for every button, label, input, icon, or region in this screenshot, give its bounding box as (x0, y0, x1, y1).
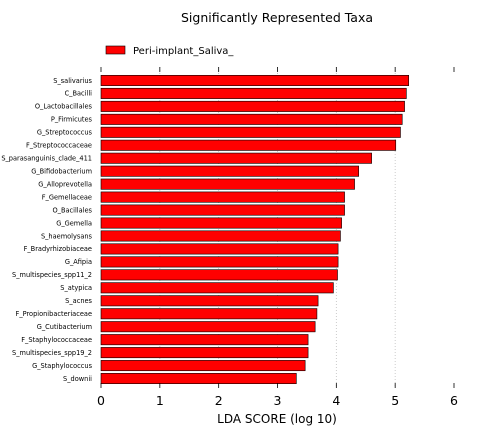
bar (100, 360, 306, 372)
bar (100, 334, 309, 346)
category-label: P_Firmicutes (51, 116, 93, 124)
category-label: S_downii (63, 375, 92, 383)
category-label: G_Bifidobacterium (31, 167, 92, 175)
bar (100, 178, 355, 190)
bar (100, 165, 359, 177)
bar (100, 126, 401, 138)
x-tick-label: 5 (391, 393, 399, 408)
bar (100, 243, 339, 255)
x-tick-label: 6 (450, 393, 458, 408)
bar (100, 373, 297, 385)
category-label: G_Afipia (65, 258, 92, 266)
category-label: G_Alloprevotella (38, 180, 92, 188)
chart-title: Significantly Represented Taxa (181, 10, 373, 25)
bar (100, 74, 409, 86)
bar (100, 256, 339, 268)
bar (100, 113, 403, 125)
bar (100, 230, 341, 242)
category-label: S_multispecies_spp11_2 (12, 271, 92, 279)
category-label: F_Gemellaceae (42, 193, 92, 201)
bar (100, 191, 345, 203)
category-label: S_haemolysans (41, 232, 93, 240)
bar (100, 269, 338, 281)
bar (100, 321, 316, 333)
bar (100, 308, 318, 320)
legend-label: Peri-implant_Saliva_ (133, 46, 234, 57)
bar (100, 100, 405, 112)
category-label: S_parasanguinis_clade_411 (1, 155, 92, 163)
category-label: F_Bradyrhizobiaceae (24, 245, 92, 253)
category-label: G_Cutibacterium (37, 323, 92, 331)
category-label: F_Streptococcaceae (26, 142, 92, 150)
category-label: F_Propionibacteriaceae (16, 310, 92, 318)
category-label: O_Bacillales (52, 206, 92, 214)
category-label: S_multispecies_spp19_2 (12, 349, 92, 357)
category-label: O_Lactobacillales (35, 103, 93, 111)
category-label: F_Staphylococcaceae (21, 336, 92, 344)
x-tick-label: 2 (215, 393, 223, 408)
bar (100, 347, 309, 359)
bar (100, 217, 342, 229)
bar (100, 295, 319, 307)
bar (100, 87, 407, 99)
legend: Peri-implant_Saliva_ (105, 45, 234, 57)
x-tick-label: 1 (156, 393, 164, 408)
category-label: S_atypica (60, 284, 92, 292)
x-axis: 0 1 2 3 4 5 6 (97, 67, 458, 408)
x-axis-label: LDA SCORE (log 10) (217, 412, 337, 426)
category-labels: S_salivarius C_Bacilli O_Lactobacillales P_… (1, 77, 92, 383)
x-tick-label: 3 (274, 393, 282, 408)
bar (100, 282, 334, 294)
bar (100, 152, 372, 164)
bar (100, 139, 397, 151)
x-tick-label: 4 (332, 393, 340, 408)
category-label: G_Gemella (56, 219, 92, 227)
category-label: G_Staphylococcus (32, 362, 92, 370)
bars (100, 74, 409, 385)
category-label: S_salivarius (53, 77, 92, 85)
category-label: S_acnes (65, 297, 92, 305)
bar (100, 204, 345, 216)
x-tick-label: 0 (97, 393, 105, 408)
category-label: G_Streptococcus (37, 129, 93, 137)
category-label: C_Bacilli (65, 90, 93, 98)
legend-swatch (105, 45, 126, 55)
